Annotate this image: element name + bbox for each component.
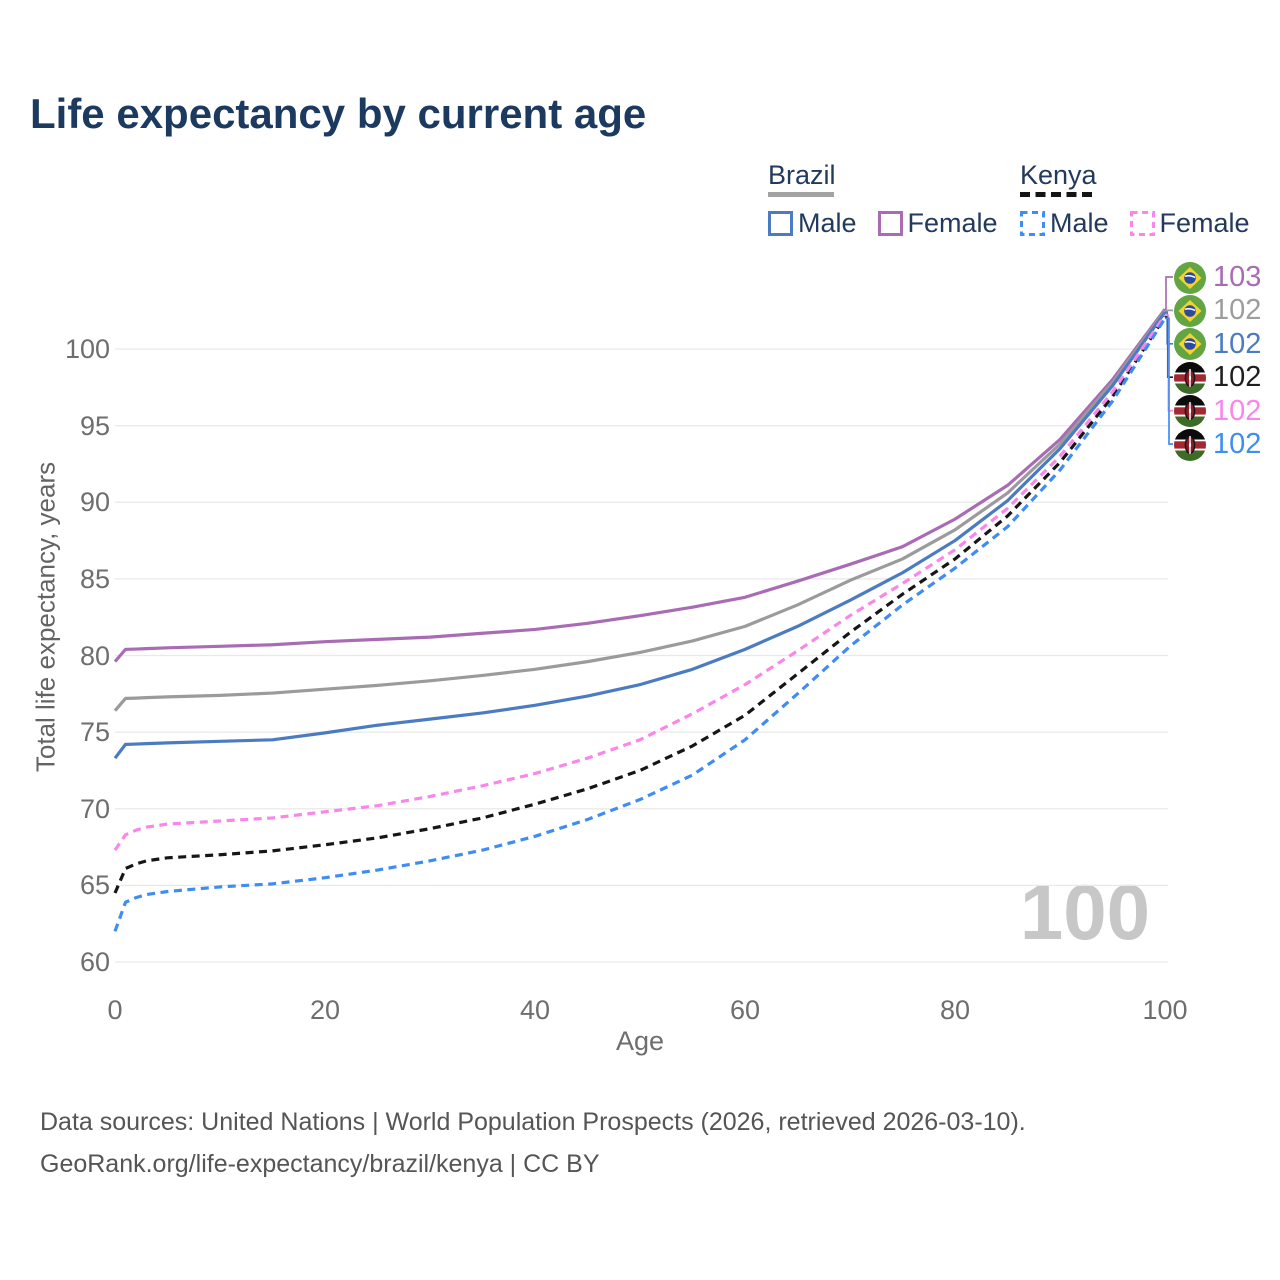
end-label-brazil-male: 102 xyxy=(1174,328,1261,361)
end-label-value: 102 xyxy=(1213,394,1262,427)
legend-label-kenya-female: Female xyxy=(1159,208,1250,238)
legend-item-brazil-male[interactable]: Male xyxy=(768,208,857,239)
series-line-brazil-female[interactable] xyxy=(113,308,1167,663)
x-tick-label-100: 100 xyxy=(1142,995,1188,1025)
legend-item-kenya-both[interactable]: Kenya xyxy=(1020,161,1271,197)
legend-label-brazil-female: Female xyxy=(907,208,998,238)
series-line-kenya-female[interactable] xyxy=(113,314,1167,852)
brazil-flag-icon xyxy=(1174,328,1206,361)
end-label-kenya: 102 xyxy=(1174,361,1261,394)
series-line-kenya[interactable] xyxy=(113,315,1167,894)
y-tick-label-70: 70 xyxy=(79,793,110,824)
current-age-watermark: 100 xyxy=(1019,868,1150,956)
y-tick-label-80: 80 xyxy=(79,640,110,671)
legend-swatch-kenya-female xyxy=(1129,211,1155,236)
end-label-kenya-male: 102 xyxy=(1174,428,1261,461)
end-label-value: 102 xyxy=(1213,361,1262,394)
legend-item-kenya-male[interactable]: Male xyxy=(1020,208,1109,239)
kenya-flag-icon xyxy=(1174,361,1206,394)
y-tick-label-90: 90 xyxy=(79,487,110,518)
legend-item-brazil-female[interactable]: Female xyxy=(877,208,998,239)
end-label-value: 103 xyxy=(1213,261,1262,293)
legend-label-kenya-male: Male xyxy=(1050,208,1109,238)
leader-line-kenya-female xyxy=(1165,314,1173,412)
y-tick-label-60: 60 xyxy=(79,947,110,977)
kenya-flag-icon xyxy=(1174,428,1206,461)
footer-attribution: GeoRank.org/life-expectancy/brazil/kenya… xyxy=(40,1150,600,1178)
legend-title-kenya: Kenya xyxy=(1020,160,1097,190)
kenya-flag-icon xyxy=(1174,395,1206,428)
leader-line-kenya-male xyxy=(1165,317,1173,445)
legend-group-brazil: Brazil Male Female xyxy=(768,161,1019,239)
end-label-value: 102 xyxy=(1213,294,1262,327)
y-tick-label-95: 95 xyxy=(79,410,110,441)
x-tick-label-40: 40 xyxy=(519,995,551,1025)
brazil-flag-icon xyxy=(1174,294,1206,327)
leader-lines xyxy=(1165,276,1173,445)
leader-line-kenya xyxy=(1165,315,1173,379)
x-tick-label-0: 0 xyxy=(107,995,123,1025)
gridlines xyxy=(115,348,1168,963)
x-tick-label-60: 60 xyxy=(729,995,761,1025)
end-label-brazil: 102 xyxy=(1174,294,1261,327)
series-line-brazil-male[interactable] xyxy=(113,311,1167,760)
legend-item-kenya-female[interactable]: Female xyxy=(1129,208,1250,239)
y-tick-label-65: 65 xyxy=(79,870,110,901)
legend-line-sample-kenya xyxy=(1020,192,1092,197)
legend-swatch-kenya-male xyxy=(1020,211,1045,236)
y-axis-title: Total life expectancy, years xyxy=(30,461,61,773)
y-tick-label-75: 75 xyxy=(79,717,110,748)
x-tick-label-20: 20 xyxy=(309,995,341,1025)
leader-line-brazil-male xyxy=(1165,311,1173,345)
end-label-value: 102 xyxy=(1213,428,1262,460)
leader-line-brazil-female xyxy=(1165,276,1173,311)
page-title: Life expectancy by current age xyxy=(30,90,647,137)
legend-swatch-brazil-male xyxy=(768,211,793,236)
legend-label-brazil-male: Male xyxy=(798,208,857,238)
series-line-brazil[interactable] xyxy=(113,309,1167,712)
legend-title-brazil: Brazil xyxy=(768,160,836,190)
end-label-value: 102 xyxy=(1213,327,1262,360)
y-tick-label-100: 100 xyxy=(64,334,110,364)
end-label-brazil-female: 103 xyxy=(1174,261,1261,294)
brazil-flag-icon xyxy=(1174,261,1206,294)
series-line-kenya-male[interactable] xyxy=(113,317,1167,932)
x-tick-label-80: 80 xyxy=(939,995,971,1025)
legend-line-sample-brazil xyxy=(768,192,834,197)
legend-swatch-brazil-female xyxy=(877,211,903,236)
legend-item-brazil-both[interactable]: Brazil xyxy=(768,161,1019,197)
end-label-kenya-female: 102 xyxy=(1174,395,1261,428)
x-axis-title: Age xyxy=(615,1026,665,1056)
series-lines xyxy=(113,308,1167,932)
footer-data-sources: Data sources: United Nations | World Pop… xyxy=(40,1108,1026,1136)
legend-group-kenya: Kenya Male Female xyxy=(1020,161,1271,239)
y-tick-label-85: 85 xyxy=(79,563,110,594)
